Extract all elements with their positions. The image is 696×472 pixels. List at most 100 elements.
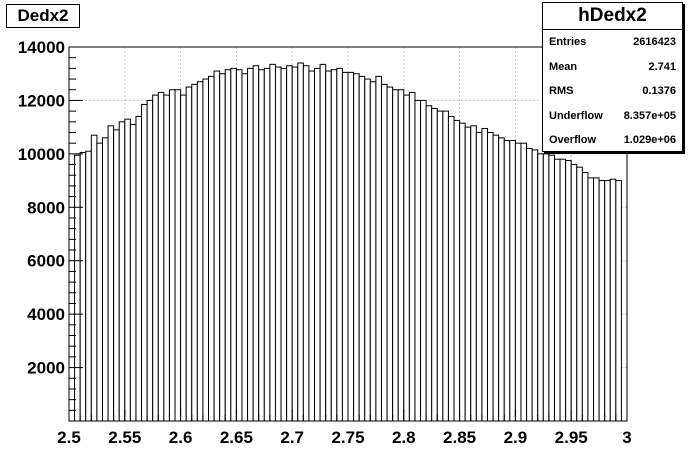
histogram-bar [576,166,583,422]
stats-value: 2616423 [633,36,676,48]
histogram-bar [90,134,98,422]
histogram-bar [141,103,148,422]
histogram-bar [380,83,388,422]
histogram-bar [414,99,422,422]
histogram-bar [509,140,516,422]
histogram-bar [152,94,159,422]
histogram-bar [598,180,606,422]
histogram-bar [224,69,232,422]
stats-row-overflow: Overflow 1.029e+06 [543,128,682,153]
histogram-bar [330,69,338,422]
histogram-bar [280,67,288,422]
histogram-bar [213,70,221,422]
y-tick-label: 12000 [18,91,65,110]
histogram-bar [459,122,466,422]
histogram-bar [113,129,120,422]
histogram-bar [274,66,282,422]
x-tick-label: 2.85 [443,428,476,447]
histogram-bars [74,62,622,422]
axis-ticks [68,46,628,421]
stats-value: 2.741 [648,60,676,73]
histogram-bar [146,99,154,422]
stats-value: 8.357e+05 [623,109,676,122]
histogram-bar [79,152,87,422]
histogram-bar [319,63,327,422]
stats-row-mean: Mean 2.741 [543,55,682,80]
x-tick-label: 2.95 [555,428,588,447]
histogram-bar [447,115,455,422]
histogram-bar [358,75,366,422]
stats-row-underflow: Underflow 8.357e+05 [543,104,682,129]
y-tick-label: 6000 [27,252,65,271]
histogram-bar [157,91,165,422]
histogram-bar [492,134,500,422]
histogram-bar [101,137,109,422]
x-tick-label: 2.75 [331,428,364,447]
histogram-bar [325,70,332,422]
stats-label: Overflow [549,134,597,146]
histogram-bar [235,69,243,422]
histogram-bar [520,142,528,422]
histogram-bar [308,70,316,422]
histogram-bar [403,94,410,422]
y-tick-label: 4000 [27,305,65,324]
histogram-bar [470,125,477,422]
histogram-bar [570,164,578,422]
histogram-bar [559,158,567,422]
histogram-bar [163,94,170,422]
histogram-bar [202,78,209,422]
x-tick-label: 2.7 [280,428,304,447]
histogram-bar [587,177,595,422]
histogram-bar [408,91,416,422]
histogram-bar [247,67,254,422]
histogram-bar [96,142,103,422]
histogram-bar [498,137,505,422]
stats-row-rms: RMS 0.1376 [543,79,682,104]
histogram-bar [425,105,433,422]
y-tick-label: 10000 [18,145,65,164]
histogram-bar [258,69,265,422]
histogram-bar [386,86,394,422]
x-tick-label: 2.8 [392,428,416,447]
stats-label: Entries [549,36,587,48]
histogram-bar [180,94,187,422]
y-tick-label: 8000 [27,198,65,217]
histogram-bar [464,126,472,422]
histogram-bar [196,81,204,422]
histogram-bar [252,65,260,422]
stats-value: 0.1376 [642,85,676,97]
histogram-bar [297,62,304,422]
histogram-bar [436,110,444,422]
histogram-bar [185,86,193,422]
histogram-bar [526,148,533,422]
histogram-title: Dedx2 [6,4,80,28]
histogram-bar [553,158,561,422]
histogram-bar [615,180,622,422]
histogram-bar [542,153,550,422]
stats-box[interactable]: hDedx2 Entries 2616423 Mean 2.741 RMS 0.… [542,2,683,152]
stats-label: Underflow [549,109,603,122]
histogram-bar [487,131,494,422]
histogram-bar [392,89,399,422]
histogram-bar [263,67,271,422]
histogram-bar [347,71,355,422]
histogram-bar [124,118,131,422]
histogram-bar [397,89,405,422]
histogram-bar [442,110,449,422]
histogram-bar [481,127,489,422]
histogram-bar [85,150,92,422]
x-tick-label: 2.5 [57,428,81,447]
histogram-bar [230,67,237,422]
histogram-bar [503,140,511,422]
histogram-bar [286,65,293,422]
histogram-bar [514,142,522,422]
x-tick-label: 2.65 [220,428,253,447]
histogram-bar [581,172,589,422]
histogram-bar [291,66,299,422]
histogram-bar [604,180,611,422]
y-tick-label: 2000 [27,359,65,378]
histogram-bar [420,99,427,422]
histogram-bar [431,107,438,422]
histogram-bar [609,178,617,422]
